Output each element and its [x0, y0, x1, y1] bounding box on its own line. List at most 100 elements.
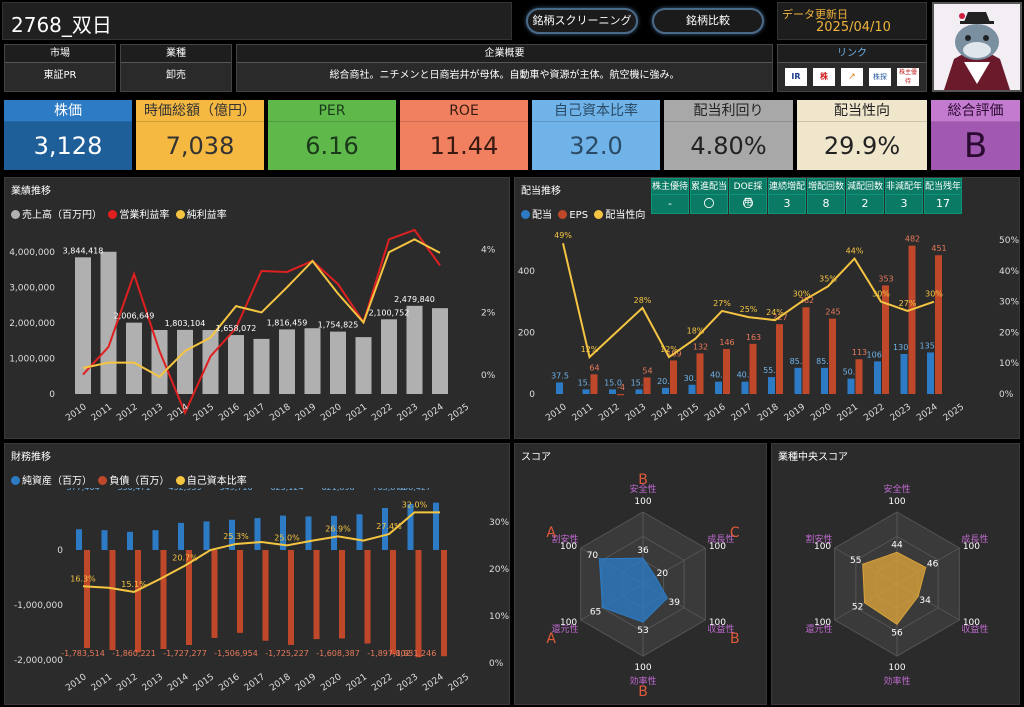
radar-area: [598, 557, 668, 623]
sales-data-label: 2,100,752: [369, 308, 410, 317]
shark-mascot-icon: [934, 4, 1020, 90]
dividend-stat-cell: 連続増配 3: [768, 178, 806, 214]
dividend-bar: [794, 367, 802, 394]
radar-grade: C: [730, 525, 740, 541]
radar-axis-label: 収益性: [707, 623, 734, 635]
payout-data-label: 44%: [846, 247, 864, 256]
equity-ratio-label: 25.0%: [274, 533, 300, 542]
sales-bar: [126, 322, 142, 394]
kpi-label: PER: [268, 100, 396, 122]
payout-data-label: 49%: [554, 231, 572, 240]
x-tick-label: 2025: [447, 672, 471, 693]
radar-value: 56: [891, 628, 903, 638]
radar-axis-label: 安全性: [629, 483, 656, 495]
x-tick-label: 2012: [115, 402, 139, 423]
radar-value: 70: [587, 551, 599, 561]
x-tick-label: 2021: [836, 402, 860, 423]
equity-ratio-label: 15.1%: [121, 580, 147, 589]
eps-bar: [776, 324, 783, 394]
radar-max-label: 100: [814, 618, 831, 628]
sales-bar: [202, 330, 219, 394]
radar-axis-label: 還元性: [552, 623, 579, 635]
payout-data-label: 30%: [872, 290, 890, 299]
equity-bar: [407, 503, 414, 550]
kpi-label: 時価総額（億円）: [136, 100, 264, 122]
legend-equity-ratio: 自己資本比率: [186, 476, 247, 487]
y2-tick-label: 40%: [999, 267, 1019, 277]
equity-bar: [178, 522, 184, 550]
y-tick-label: 400: [518, 267, 535, 277]
radar-grade: B: [730, 631, 740, 647]
kabutan-link-icon[interactable]: 株探: [869, 68, 891, 86]
kpi-value: 4.80%: [690, 132, 767, 160]
ir-link-icon[interactable]: IR: [785, 68, 807, 86]
dividend-legend: 配当 EPS 配当性向: [521, 206, 645, 221]
radar-axis-label: 収益性: [961, 623, 988, 635]
industry-score-panel: 業種中央スコア 44 46 34 56 52 55 安全性 100 成長性 100 収益性 100 効率…: [771, 443, 1020, 705]
y2-tick-label: 0%: [999, 390, 1014, 400]
eps-data-label: 451: [931, 244, 946, 253]
dividend-stat-cell: 非減配年 3: [885, 178, 923, 214]
liability-bar: [415, 550, 422, 658]
legend-dot-icon: [558, 210, 568, 219]
x-tick-label: 2018: [268, 402, 293, 423]
radar-grade: A: [546, 525, 556, 541]
avatar: [932, 2, 1022, 92]
x-tick-label: 2023: [396, 672, 420, 693]
x-tick-label: 2020: [319, 672, 344, 693]
liability-bar: [364, 550, 371, 644]
finance-panel: 財務推移 純資産（百万） 負債（百万） 自己資本比率 -2,000,000 -1,…: [4, 443, 510, 705]
equity-bar: [433, 502, 439, 550]
y2-tick-label: 10%: [999, 359, 1019, 369]
equity-data-label: 330,471: [117, 488, 150, 492]
radar-max-label: 100: [560, 542, 577, 552]
radar-axis-label: 還元性: [806, 623, 833, 635]
screening-button[interactable]: 銘柄スクリーニング: [526, 8, 638, 34]
equity-ratio-label: 16.3%: [70, 574, 96, 583]
radar-max-label: 100: [560, 618, 577, 628]
eps-bar: [617, 394, 624, 396]
stat-label: 非減配年: [886, 179, 922, 195]
radar-value: 44: [891, 540, 903, 550]
dividend-data-label: 20.0: [657, 377, 675, 386]
y2-tick-label: 10%: [489, 612, 509, 622]
radar-value: 46: [927, 559, 939, 569]
title-bar: 2768_双日: [2, 2, 512, 40]
kpi-label: 配当性向: [797, 100, 927, 122]
x-tick-label: 2021: [345, 672, 369, 693]
x-tick-label: 2014: [650, 402, 675, 423]
x-tick-label: 2013: [141, 402, 165, 423]
x-tick-label: 2013: [624, 402, 648, 423]
eps-data-label: 353: [878, 274, 893, 283]
stat-label: 累進配当: [691, 179, 727, 195]
dividend-stat-cell: 株主優待 -: [651, 178, 689, 214]
radar-area: [862, 551, 927, 625]
radar-max-label: 100: [709, 618, 726, 628]
radar-axis-label: 成長性: [707, 533, 734, 545]
payout-data-label: 30%: [793, 290, 811, 299]
dividend-stats: 株主優待 - 累進配当〇 DOE採用〇連続増配 3 増配回数 8 減配回数 2 非減配年 3 配当残年…: [651, 178, 962, 214]
legend-payout: 配当性向: [605, 210, 646, 221]
eps-data-label: 163: [746, 333, 761, 342]
x-tick-label: 2024: [915, 402, 940, 423]
x-tick-label: 2018: [268, 672, 293, 693]
stock-link-icon[interactable]: 株: [813, 68, 835, 86]
payout-data-label: 24%: [766, 308, 784, 317]
kpi-card: 株価 3,128: [4, 100, 132, 170]
sales-data-label: 2,479,840: [394, 295, 435, 304]
chart-link-icon[interactable]: ↗: [841, 68, 863, 86]
compare-button[interactable]: 銘柄比較: [652, 8, 764, 34]
update-date: 2025/04/10: [816, 20, 891, 35]
dividend-bar: [900, 354, 908, 394]
kpi-card: 配当性向 29.9%: [797, 100, 927, 170]
overview-cell: 企業概要 総合商社。ニチメンと日商岩井が母体。自動車や資源が主体。航空機に強み。: [236, 44, 773, 92]
radar-value: 39: [669, 598, 681, 608]
payout-data-label: 12%: [660, 345, 678, 354]
x-tick-label: 2014: [166, 672, 191, 693]
kpi-card: 総合評価 B: [931, 100, 1020, 170]
eps-bar: [829, 318, 836, 394]
x-tick-label: 2010: [544, 402, 569, 423]
stat-value: 3: [900, 197, 908, 210]
radar-axis-label: 効率性: [629, 675, 656, 687]
yutai-link-icon[interactable]: 株主優待: [897, 68, 919, 86]
